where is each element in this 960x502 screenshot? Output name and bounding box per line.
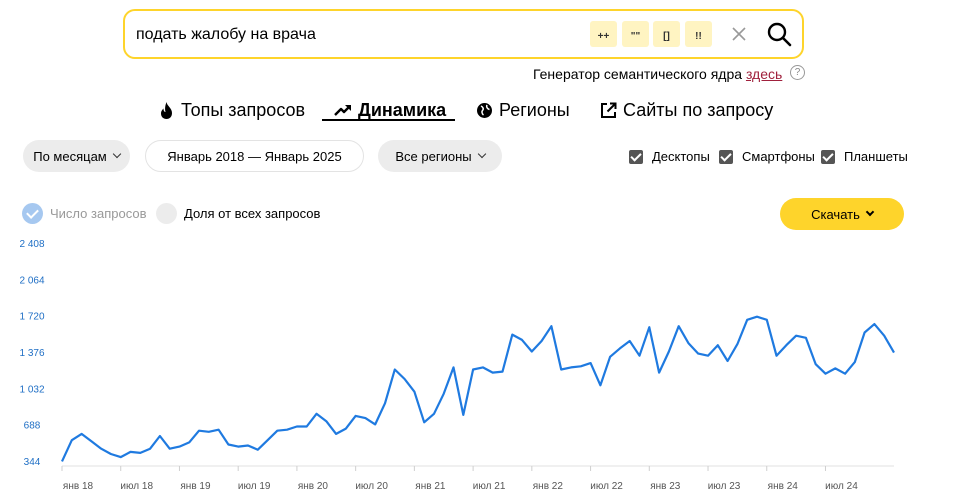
tab-label: Сайты по запросу [623,99,774,120]
y-tick-label: 1 032 [19,384,44,395]
x-tick-label: июл 19 [238,481,271,492]
series-toggle-share[interactable]: Доля от всех запросов [156,203,320,224]
checkbox-label: Смартфоны [742,149,815,164]
series-toggle-requests[interactable]: Число запросов [22,203,146,224]
download-label: Скачать [811,206,860,222]
checkbox-label: Десктопы [652,149,710,164]
checkbox-label: Планшеты [844,149,908,164]
search-box: ++ "" [] !! [123,9,804,59]
x-tick-label: янв 20 [298,481,329,492]
checkbox-checked-icon [821,149,835,164]
x-tick-label: янв 21 [415,481,446,492]
toggle-off-icon [156,203,177,224]
tab-regions[interactable]: Регионы [476,98,570,122]
series-line-requests [61,315,895,462]
x-tick-label: янв 22 [533,481,564,492]
operator-quotes-button[interactable]: "" [622,21,649,47]
y-tick-label: 688 [24,421,41,432]
tab-label: Топы запросов [181,99,306,120]
period-select[interactable]: По месяцам [23,140,130,172]
y-tick-label: 2 064 [19,275,44,286]
download-button[interactable]: Скачать [780,198,904,230]
external-link-icon [601,102,617,118]
generator-link[interactable]: здесь [745,66,783,82]
device-tablet-checkbox[interactable]: Планшеты [821,149,908,164]
series-toggle-label: Число запросов [50,206,147,221]
period-value: По месяцам [33,148,107,164]
dynamics-chart: 344 688 1 032 1 376 1 720 2 064 2 408 янв 18 ию… [19,239,895,492]
search-input[interactable] [136,23,576,47]
checkbox-checked-icon [629,149,643,164]
region-value: Все регионы [395,148,472,164]
check-icon [22,203,43,224]
x-tick-label: янв 18 [63,481,94,492]
operator-exclaim-button[interactable]: !! [685,21,712,47]
region-select[interactable]: Все регионы [378,140,502,172]
x-tick-label: янв 19 [180,481,211,492]
generator-text: Генератор семантического ядра [533,66,746,82]
tab-label: Динамика [358,99,447,120]
x-tick-label: июл 24 [825,481,858,492]
help-icon[interactable]: ? [790,65,805,80]
tab-label: Регионы [499,99,570,120]
x-tick-label: июл 21 [473,481,506,492]
series-toggle-label: Доля от всех запросов [184,206,321,221]
x-tick-label: июл 22 [590,481,623,492]
search-icon[interactable] [766,21,792,47]
close-icon[interactable] [729,24,749,44]
globe-icon [477,102,492,118]
trend-up-icon [334,105,351,116]
x-tick-label: янв 23 [650,481,681,492]
generator-note: Генератор семантического ядра здесь [533,66,782,82]
x-tick-label: июл 23 [708,481,741,492]
tab-sites[interactable]: Сайты по запросу [600,98,773,122]
x-tick-label: июл 18 [120,481,153,492]
y-tick-label: 344 [24,457,41,468]
tab-top-queries[interactable]: Топы запросов [158,98,305,122]
tab-active-underline [322,119,455,121]
chevron-down-icon [865,207,875,217]
chevron-down-icon [477,149,486,159]
checkbox-checked-icon [719,149,733,164]
chevron-down-icon [112,149,121,159]
operator-plus-button[interactable]: ++ [590,21,617,47]
fire-icon [161,101,172,119]
date-range-picker[interactable]: Январь 2018 — Январь 2025 [145,140,364,172]
device-desktop-checkbox[interactable]: Десктопы [629,149,710,164]
y-tick-label: 2 408 [19,239,44,250]
x-tick-label: янв 24 [768,481,799,492]
x-tick-label: июл 20 [355,481,388,492]
date-range-value: Январь 2018 — Январь 2025 [167,148,342,164]
y-tick-label: 1 376 [19,348,44,359]
operator-brackets-button[interactable]: [] [653,21,680,47]
device-smartphone-checkbox[interactable]: Смартфоны [719,149,815,164]
tab-dynamics[interactable]: Динамика [334,98,446,122]
y-tick-label: 1 720 [19,312,44,323]
